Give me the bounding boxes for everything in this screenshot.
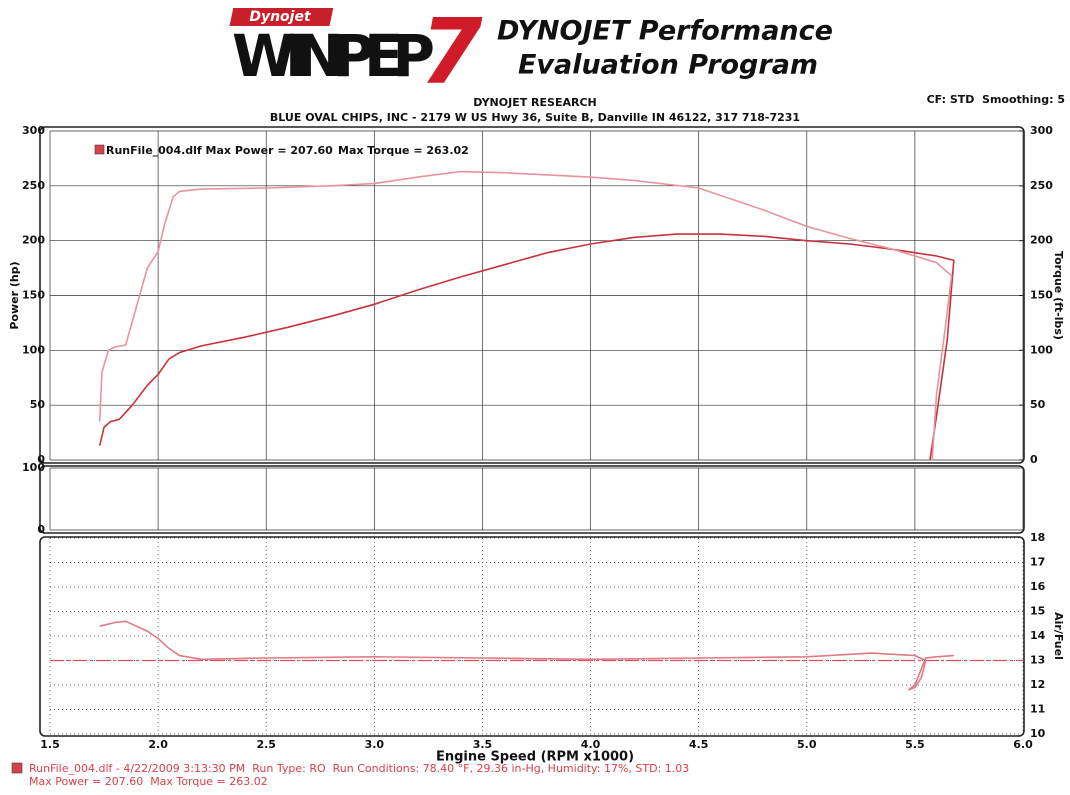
y2-tick-label: 10 <box>1030 727 1046 740</box>
y2-axis-label: Torque (ft-lbs) <box>1052 251 1065 340</box>
y2-axis-label: Air/Fuel <box>1052 612 1065 660</box>
logo-brand: Dynojet <box>249 9 312 25</box>
y2-tick-label: 13 <box>1030 654 1045 667</box>
y-axis-label: Power (hp) <box>8 261 21 329</box>
settings: CF: STD Smoothing: 5 <box>927 93 1065 106</box>
y-tick-label: 0 <box>37 453 45 466</box>
x-tick-label: 3.5 <box>473 738 493 751</box>
y2-tick-label: 11 <box>1030 703 1045 716</box>
y2-tick-label: 12 <box>1030 678 1045 691</box>
y2-tick-label: 100 <box>1030 343 1053 356</box>
y-tick-label: 150 <box>22 289 45 302</box>
data-line <box>98 170 953 461</box>
x-tick-label: 3.0 <box>365 738 385 751</box>
y2-tick-label: 18 <box>1030 531 1045 544</box>
x-tick-label: 4.0 <box>581 738 601 751</box>
logo: Dynojet WINPEP 7 DYNOJET Performance Eva… <box>229 0 833 105</box>
x-tick-label: 6.0 <box>1013 738 1033 751</box>
y-tick-label: 300 <box>22 124 45 137</box>
address: BLUE OVAL CHIPS, INC - 2179 W US Hwy 36,… <box>270 111 800 124</box>
x-tick-label: 5.5 <box>905 738 925 751</box>
y2-tick-label: 0 <box>1030 453 1038 466</box>
y2-tick-label: 150 <box>1030 289 1053 302</box>
y-tick-label: 200 <box>22 234 45 247</box>
y2-tick-label: 300 <box>1030 124 1053 137</box>
y-tick-label: 50 <box>30 398 46 411</box>
logo-badge <box>229 8 334 26</box>
program-title: Evaluation Program <box>518 50 818 81</box>
x-tick-label: 1.5 <box>40 738 60 751</box>
y-tick-label: 100 <box>22 343 45 356</box>
data-line <box>99 620 954 691</box>
y2-tick-label: 50 <box>1030 398 1046 411</box>
logo-name: WINPEP <box>232 22 433 90</box>
x-tick-label: 2.0 <box>148 738 168 751</box>
legend-entry: RunFile_004.dlf Max Power = 207.60 <box>106 144 333 157</box>
panel-frame <box>39 536 1025 737</box>
panel-frame <box>39 465 1025 534</box>
program-title: DYNOJET Performance <box>497 16 833 47</box>
y-tick-label: 250 <box>22 179 45 192</box>
legend-entry: Max Torque = 263.02 <box>338 144 469 157</box>
footer-swatch <box>11 762 23 774</box>
company: DYNOJET RESEARCH <box>473 96 596 109</box>
y-tick-label: 0 <box>37 523 45 536</box>
panel-frame <box>39 126 1025 464</box>
y-tick-label: 100 <box>22 461 45 474</box>
footer-run: RunFile_004.dlf - 4/22/2009 3:13:30 PM R… <box>29 762 689 775</box>
y2-tick-label: 14 <box>1030 629 1046 642</box>
legend-swatch <box>94 144 105 155</box>
logo-version: 7 <box>420 0 483 105</box>
x-tick-label: 5.0 <box>797 738 817 751</box>
y2-tick-label: 17 <box>1030 556 1045 569</box>
footer-max: Max Power = 207.60 Max Torque = 263.02 <box>29 775 268 788</box>
data-line <box>98 233 955 461</box>
x-tick-label: 4.5 <box>689 738 709 751</box>
x-axis-label: Engine Speed (RPM x1000) <box>436 750 634 765</box>
y2-tick-label: 16 <box>1030 580 1046 593</box>
x-tick-label: 2.5 <box>256 738 276 751</box>
y2-tick-label: 200 <box>1030 234 1053 247</box>
y2-tick-label: 250 <box>1030 179 1053 192</box>
y2-tick-label: 15 <box>1030 605 1045 618</box>
